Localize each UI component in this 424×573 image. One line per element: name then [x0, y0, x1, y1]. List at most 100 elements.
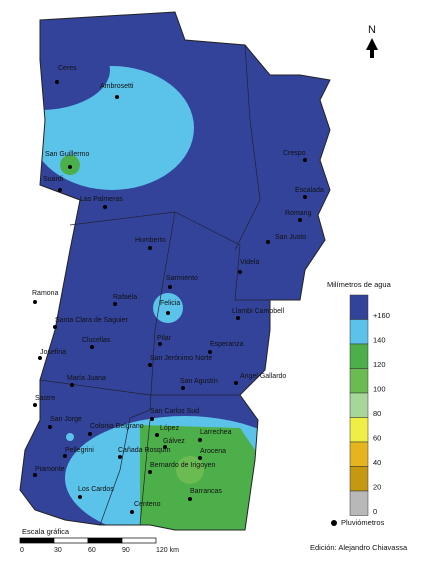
scale-label: 30 — [54, 547, 62, 554]
place-dot — [150, 417, 154, 421]
place-label: Centeno — [134, 501, 161, 508]
place-label: Sastre — [35, 395, 55, 402]
place-label: Felicia — [160, 300, 180, 307]
place-label: Esperanza — [210, 341, 244, 348]
place-label: Pellegrini — [65, 447, 94, 454]
legend-swatch — [349, 441, 369, 467]
place-label: San Carlos Sud — [150, 408, 199, 415]
legend-label: 120 — [373, 360, 386, 369]
place-dot — [33, 300, 37, 304]
legend-swatch — [349, 343, 369, 369]
place-dot — [68, 165, 72, 169]
place-label: Las Palmeras — [80, 196, 123, 203]
credit: Edición: Alejandro Chiavassa — [310, 543, 408, 552]
place-dot — [298, 218, 302, 222]
place-dot — [163, 445, 167, 449]
place-dot — [148, 246, 152, 250]
place-label: Los Cardos — [78, 486, 114, 493]
place-label: Josefina — [40, 349, 66, 356]
place-dot — [303, 195, 307, 199]
place-label: Suardi — [43, 176, 64, 183]
place-dot — [148, 363, 152, 367]
north-arrow: N — [366, 24, 378, 58]
place-dot — [58, 188, 62, 192]
place-label: Crespo — [283, 150, 306, 157]
place-dot — [88, 432, 92, 436]
places: Ceres Ambrosetti San Guillermo Suardi Las Pa… — [32, 65, 324, 514]
place-dot — [198, 456, 202, 460]
place-label: Angel Gallardo — [240, 373, 286, 380]
place-dot — [208, 350, 212, 354]
legend-label: 80 — [373, 409, 381, 418]
place-label: Ambrosetti — [100, 83, 134, 90]
place-label: Piamonte — [35, 466, 65, 473]
place-label: San Jerónimo Norte — [150, 355, 212, 362]
legend-label: +160 — [373, 311, 390, 320]
scale-segment — [53, 537, 89, 544]
place-label: Romang — [285, 210, 312, 217]
legend-label: 20 — [373, 482, 381, 491]
place-label: Cañada Rosquín — [118, 447, 171, 454]
legend-swatch — [349, 490, 369, 516]
place-dot — [78, 495, 82, 499]
scale-label: 90 — [122, 547, 130, 554]
place-label: Ramona — [32, 290, 59, 297]
place-dot — [130, 510, 134, 514]
scale-bar: 0 30 60 90 120 km — [19, 537, 179, 554]
scale-label: 0 — [20, 547, 24, 554]
place-dot — [33, 403, 37, 407]
scale-label: 60 — [88, 547, 96, 554]
legend-swatch — [349, 368, 369, 394]
legend-label: 0 — [373, 507, 377, 516]
place-dot — [115, 95, 119, 99]
place-dot — [181, 386, 185, 390]
place-dot — [113, 302, 117, 306]
scale-segment — [121, 537, 157, 544]
place-dot — [168, 285, 172, 289]
place-dot — [238, 270, 242, 274]
place-dot — [38, 356, 42, 360]
legend-swatch — [349, 319, 369, 345]
place-label: Humberto — [135, 237, 166, 244]
place-dot — [198, 438, 202, 442]
place-dot — [53, 325, 57, 329]
place-label: Barrancas — [190, 488, 222, 495]
place-dot — [33, 473, 37, 477]
legend-label: 40 — [373, 458, 381, 467]
place-label: Sarmiento — [166, 275, 198, 282]
place-dot — [148, 470, 152, 474]
legend-label: 100 — [373, 384, 386, 393]
place-dot — [118, 455, 122, 459]
north-label: N — [368, 24, 376, 36]
gauge-legend: Pluviómetros — [341, 518, 385, 527]
place-dot — [155, 433, 159, 437]
place-label: Santa Clara de Saguier — [55, 317, 128, 324]
scale-segment — [87, 537, 123, 544]
place-label: Pilar — [157, 335, 172, 342]
scale-title: Escala gráfica — [22, 527, 70, 536]
legend-swatch — [349, 392, 369, 418]
place-dot — [236, 316, 240, 320]
place-label: Colonia Belgrano — [90, 423, 144, 430]
place-dot — [158, 342, 162, 346]
place-label: Llambi Campbell — [232, 308, 285, 315]
place-dot — [166, 311, 170, 315]
place-label: Arocena — [200, 448, 226, 455]
place-dot — [266, 240, 270, 244]
place-label: San Agustín — [180, 378, 218, 385]
place-dot — [234, 381, 238, 385]
province-outline — [19, 11, 331, 531]
scale-label: 120 km — [156, 547, 179, 554]
place-dot — [70, 383, 74, 387]
legend: +160 140 120 100 80 60 40 20 0 — [349, 294, 390, 516]
place-label: Escalada — [295, 187, 324, 194]
place-dot — [188, 497, 192, 501]
legend-swatch — [349, 417, 369, 443]
legend-title: Milímetros de agua — [327, 280, 392, 289]
place-dot — [63, 454, 67, 458]
place-dot — [303, 158, 307, 162]
place-label: López — [160, 425, 180, 432]
place-dot — [55, 80, 59, 84]
